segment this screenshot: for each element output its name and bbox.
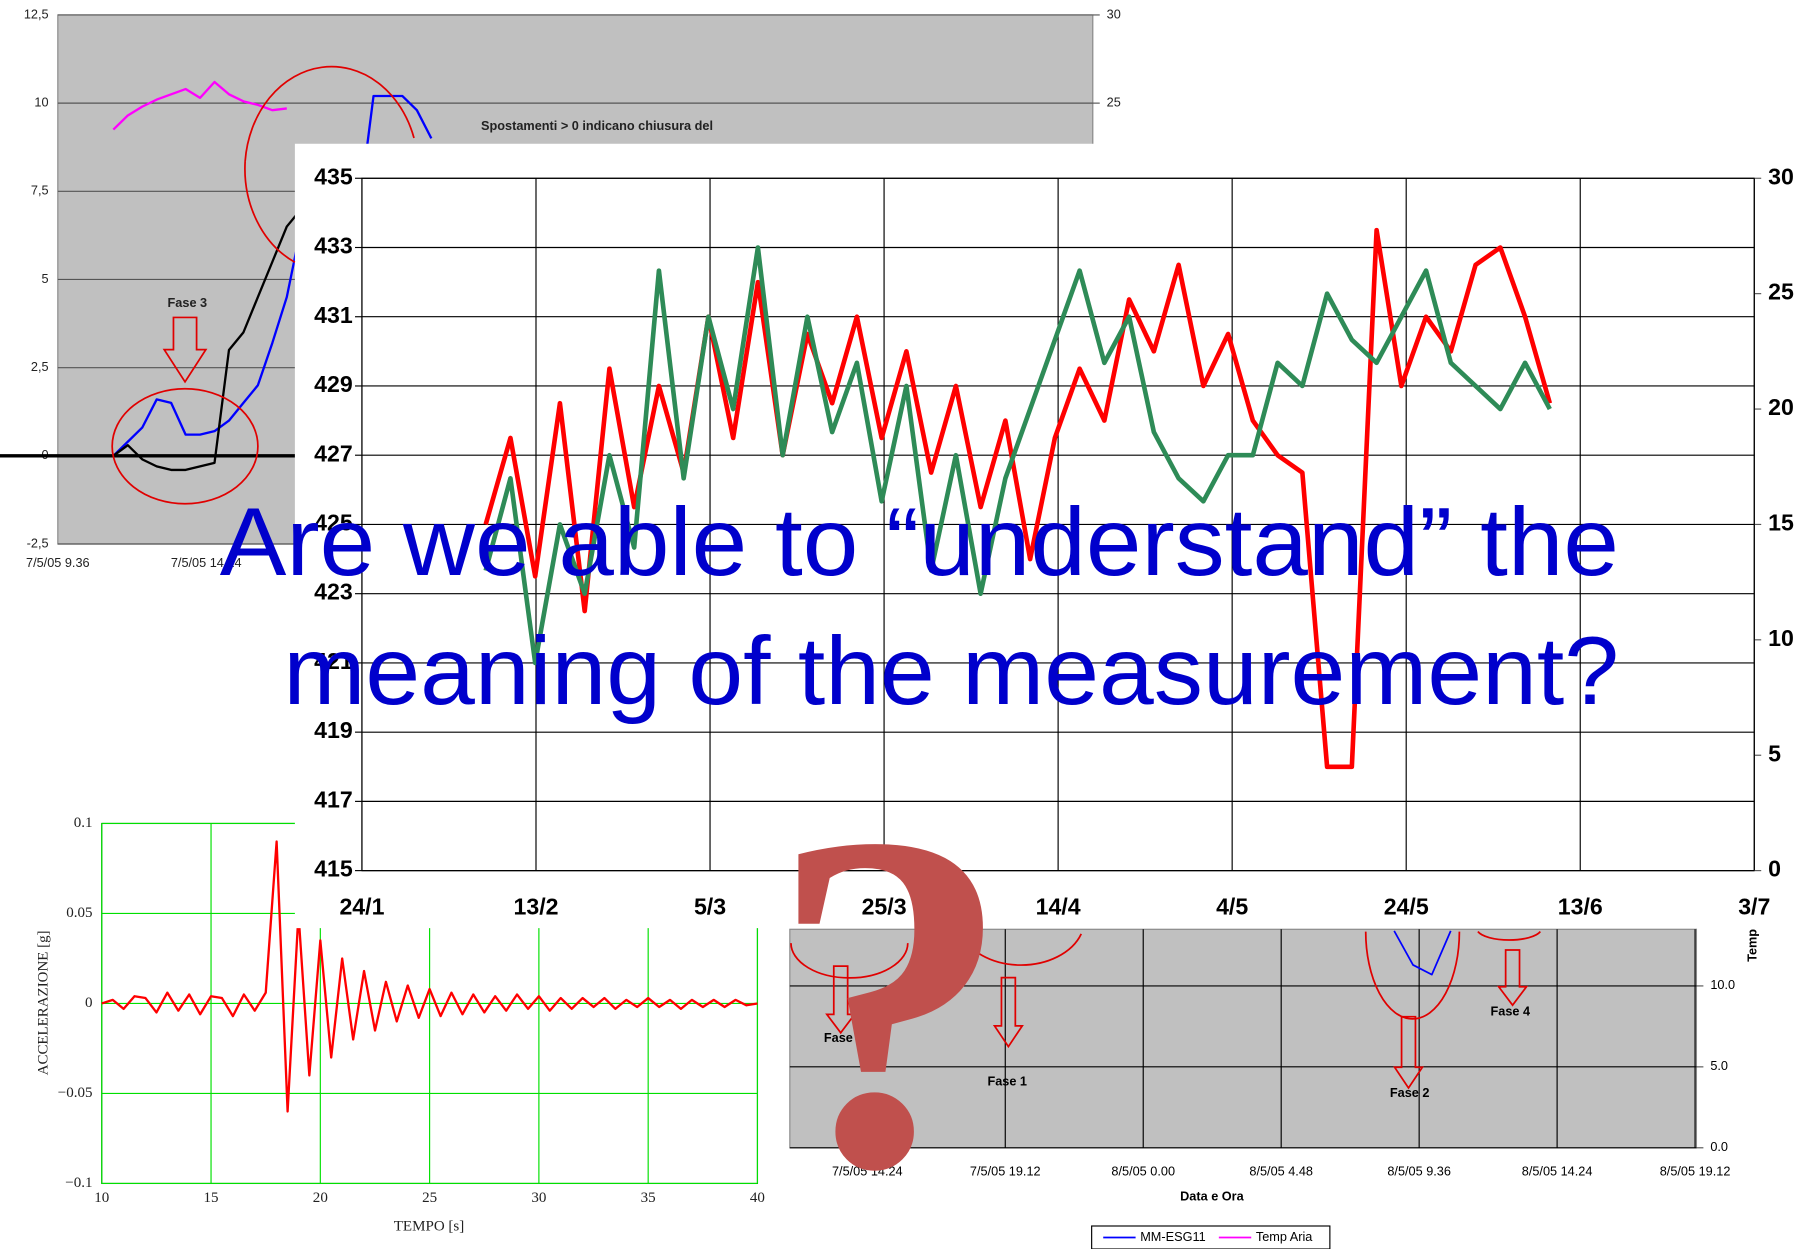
x-tick-label: 24/1: [339, 894, 384, 920]
x-tick-label: 8/5/05 9.36: [1387, 1164, 1451, 1178]
y2-tick-label: 30: [1768, 163, 1794, 189]
x-tick-label: 13/2: [514, 894, 559, 920]
x-axis-label: Data e Ora: [1180, 1190, 1245, 1204]
annotation: Fase 3: [168, 296, 208, 310]
y-tick-label: 415: [314, 856, 353, 882]
y-tick-label: −0.1: [65, 1175, 92, 1191]
y-axis-label: ACCELERAZIONE [g]: [35, 930, 51, 1075]
annotation: Fase 4: [1490, 1004, 1530, 1018]
annotation: Spostamenti > 0 indicano chiusura del: [481, 119, 713, 133]
annotation: Fase 2: [1390, 1086, 1430, 1100]
slide: -2,502,557,51012,525307/5/05 9.367/5/05 …: [0, 0, 1804, 1249]
legend-label: Temp Aria: [1256, 1230, 1313, 1244]
x-tick-label: 13/6: [1558, 894, 1603, 920]
y2-tick-label: 25: [1768, 279, 1794, 305]
y-tick-label: 431: [314, 302, 353, 328]
y-tick-label: 0: [85, 995, 93, 1011]
y-tick-label: 0.1: [74, 815, 93, 831]
y2-tick-label: 0: [1768, 856, 1781, 882]
y-tick-label: 429: [314, 371, 353, 397]
x-tick-label: 10: [94, 1190, 109, 1206]
x-tick-label: 8/5/05 0.00: [1111, 1164, 1175, 1178]
y2-axis-label: Temp: [1745, 929, 1759, 962]
y2-tick-label: 10.0: [1710, 978, 1735, 992]
y-tick-label: -2,5: [27, 536, 49, 550]
y-tick-label: 433: [314, 233, 353, 259]
x-tick-label: 8/5/05 19.12: [1660, 1164, 1731, 1178]
x-tick-label: 30: [531, 1190, 546, 1206]
x-tick-label: 7/5/05 9.36: [26, 556, 90, 570]
question-mark: ?: [769, 733, 1012, 1249]
y-tick-label: 5: [41, 272, 48, 286]
y2-tick-label: 25: [1107, 95, 1121, 109]
y-tick-label: 0.05: [66, 905, 92, 921]
y2-tick-label: 15: [1768, 510, 1794, 536]
y2-tick-label: 5.0: [1710, 1059, 1728, 1073]
y-tick-label: 435: [314, 163, 353, 189]
y-tick-label: 417: [314, 787, 353, 813]
y-tick-label: 10: [34, 95, 48, 109]
x-axis-label: TEMPO [s]: [394, 1219, 465, 1235]
x-tick-label: 4/5: [1216, 894, 1248, 920]
x-tick-label: 5/3: [694, 894, 726, 920]
y2-tick-label: 10: [1768, 625, 1794, 651]
y-tick-label: 427: [314, 440, 353, 466]
y2-tick-label: 5: [1768, 740, 1781, 766]
slide-text: Are we able to “understand” the: [220, 487, 1619, 596]
y2-tick-label: 20: [1768, 394, 1794, 420]
x-tick-label: 40: [750, 1190, 765, 1206]
legend-label: MM-ESG11: [1140, 1230, 1205, 1244]
x-tick-label: 14/4: [1036, 894, 1081, 920]
x-tick-label: 15: [204, 1190, 219, 1206]
slide-text: meaning of the measurement?: [283, 616, 1619, 725]
y-tick-label: 12,5: [24, 7, 49, 21]
x-tick-label: 8/5/05 4.48: [1249, 1164, 1313, 1178]
y-tick-label: 2,5: [31, 360, 49, 374]
y-tick-label: 7,5: [31, 184, 49, 198]
y2-tick-label: 0.0: [1710, 1140, 1728, 1154]
x-tick-label: 25: [422, 1190, 437, 1206]
x-tick-label: 8/5/05 14.24: [1522, 1164, 1593, 1178]
y2-tick-label: 30: [1107, 7, 1121, 21]
x-tick-label: 20: [313, 1190, 328, 1206]
x-tick-label: 24/5: [1384, 894, 1429, 920]
x-tick-label: 3/7: [1738, 894, 1770, 920]
y-tick-label: −0.05: [58, 1085, 93, 1101]
x-tick-label: 35: [641, 1190, 656, 1206]
